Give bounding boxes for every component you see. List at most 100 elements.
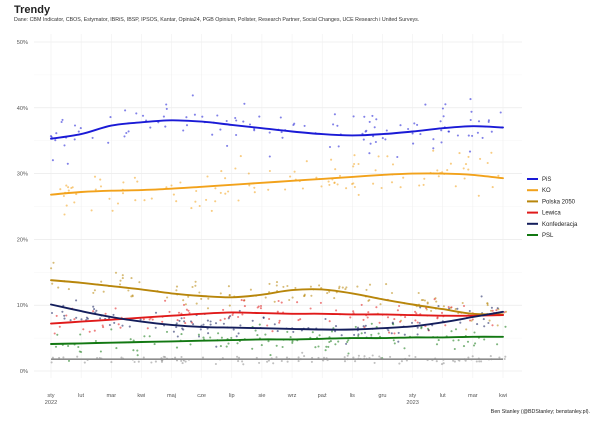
poll-point-pis: [419, 133, 422, 136]
poll-point-psl: [314, 346, 317, 349]
poll-point-polska-2050: [356, 285, 359, 288]
poll-point-konfederacja: [93, 308, 96, 311]
x-tick-label: maj: [167, 393, 176, 399]
poll-point-ko: [133, 176, 136, 179]
poll-point-other: [133, 360, 136, 364]
poll-point-pis: [369, 142, 372, 145]
poll-point-polska-2050: [207, 297, 210, 300]
y-tick-label: 40%: [17, 106, 28, 112]
poll-point-lewica: [328, 320, 331, 323]
poll-point-lewica: [415, 312, 418, 315]
poll-point-ko: [210, 209, 213, 212]
poll-point-other: [275, 356, 278, 359]
poll-point-psl: [256, 334, 259, 337]
y-axis: 0% 10% 20% 30% 40% 50%: [17, 40, 28, 375]
poll-point-ko: [227, 190, 230, 193]
poll-point-lewica: [88, 330, 91, 333]
poll-point-ko: [479, 157, 482, 160]
chart-title: Trendy: [14, 4, 51, 16]
poll-point-pis: [499, 111, 502, 114]
poll-point-psl: [318, 334, 321, 337]
poll-point-pis: [375, 118, 378, 121]
poll-point-psl: [393, 342, 396, 345]
poll-point-ko: [336, 183, 339, 186]
poll-point-psl: [337, 340, 340, 343]
poll-point-polska-2050: [486, 304, 489, 307]
poll-point-pis: [66, 162, 69, 165]
poll-point-polska-2050: [291, 296, 294, 299]
poll-point-other: [272, 362, 275, 365]
poll-point-other: [180, 359, 183, 362]
poll-point-lewica: [237, 315, 240, 319]
poll-point-ko: [136, 180, 139, 183]
poll-point-psl: [143, 335, 146, 338]
poll-point-psl: [392, 339, 395, 342]
poll-point-pis: [439, 120, 442, 123]
poll-point-ko: [237, 199, 240, 202]
trend-line-psl: [50, 335, 504, 345]
poll-point-konfederacja: [85, 316, 88, 319]
poll-points: [49, 94, 508, 366]
poll-point-pis: [165, 103, 168, 106]
poll-point-konfederacja: [480, 295, 483, 298]
poll-point-other: [480, 360, 483, 363]
poll-point-lewica: [93, 329, 96, 332]
y-tick-label: 10%: [17, 303, 28, 309]
poll-point-ko: [338, 174, 342, 177]
poll-point-lewica: [117, 323, 120, 326]
x-tick-label: mar: [468, 393, 478, 399]
poll-point-psl: [377, 332, 380, 335]
poll-point-ko: [247, 172, 250, 175]
poll-point-lewica: [362, 318, 365, 321]
poll-point-lewica: [444, 324, 447, 327]
poll-point-pis: [149, 126, 152, 129]
poll-point-ko: [71, 186, 74, 189]
poll-point-lewica: [55, 314, 58, 317]
poll-point-pis: [54, 139, 57, 142]
poll-point-pis: [107, 141, 110, 144]
poll-point-pis: [185, 116, 188, 119]
poll-point-pis: [79, 127, 82, 130]
poll-point-psl: [254, 329, 257, 332]
poll-point-konfederacja: [403, 333, 406, 336]
poll-point-psl: [311, 331, 314, 334]
poll-point-polska-2050: [92, 291, 95, 294]
poll-point-psl: [473, 331, 476, 334]
poll-point-lewica: [259, 307, 262, 310]
poll-point-other: [504, 355, 507, 358]
poll-point-polska-2050: [345, 286, 348, 289]
poll-point-pis: [373, 126, 376, 129]
poll-point-konfederacja: [235, 335, 238, 338]
poll-point-ko: [224, 192, 227, 195]
poll-point-psl: [132, 339, 135, 342]
poll-point-other: [266, 360, 269, 363]
poll-point-pis: [226, 144, 229, 147]
poll-point-konfederacja: [181, 327, 184, 330]
poll-point-pis: [487, 120, 490, 123]
poll-point-lewica: [240, 299, 243, 302]
poll-point-polska-2050: [489, 309, 493, 312]
legend-label-ko: KO: [542, 188, 551, 194]
poll-point-konfederacja: [209, 323, 212, 326]
poll-point-psl: [77, 345, 80, 349]
poll-point-other: [389, 355, 392, 358]
legend-label-psl: PSL: [542, 233, 554, 239]
poll-point-other: [236, 355, 239, 358]
poll-point-konfederacja: [237, 332, 240, 335]
poll-point-polska-2050: [249, 288, 252, 291]
poll-point-other: [150, 361, 153, 364]
poll-point-pis: [333, 113, 336, 116]
poll-point-polska-2050: [175, 285, 179, 288]
poll-point-konfederacja: [172, 330, 175, 333]
poll-point-lewica: [183, 316, 186, 320]
poll-point-ko: [467, 155, 470, 158]
poll-point-lewica: [58, 325, 61, 328]
poll-point-psl: [370, 322, 373, 325]
poll-point-pis: [135, 112, 138, 115]
x-tick-label: sty: [409, 393, 416, 399]
poll-point-other: [453, 360, 456, 363]
poll-point-other: [467, 356, 470, 359]
poll-point-pis: [164, 125, 167, 128]
poll-point-pis: [293, 122, 296, 125]
poll-point-pis: [193, 113, 196, 116]
